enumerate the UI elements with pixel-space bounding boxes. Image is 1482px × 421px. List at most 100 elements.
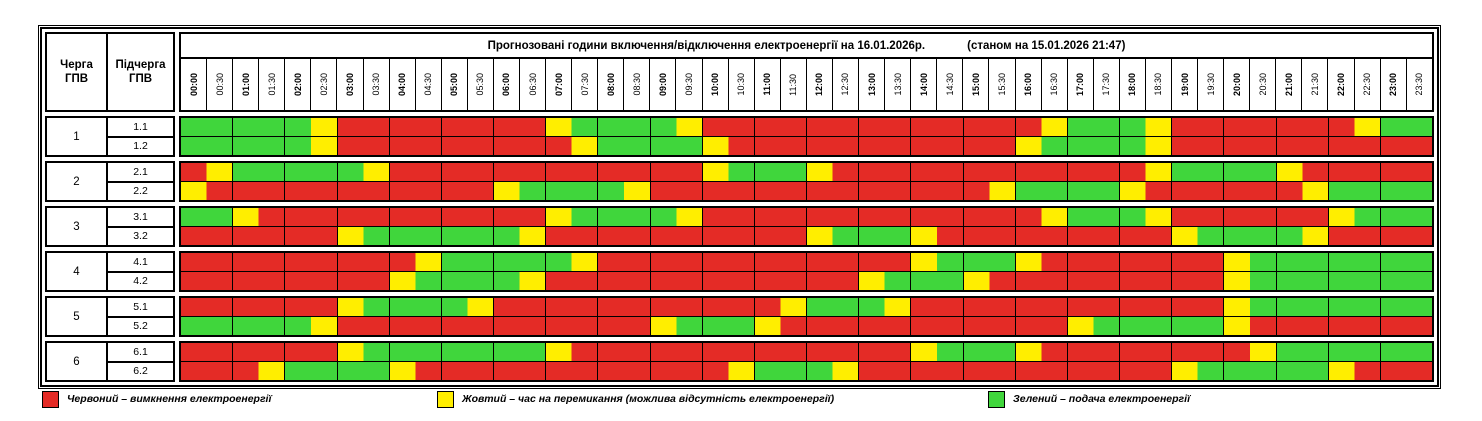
time-label-cell: 11:30 [779, 59, 806, 110]
time-label-cell: 18:30 [1144, 59, 1171, 110]
time-label-cell: 02:30 [310, 59, 336, 110]
time-label: 00:00 [188, 72, 199, 97]
band-grid [179, 116, 1434, 157]
subqueue-cell: 2.2 [108, 180, 173, 201]
subqueue-column: 5.1 5.2 [108, 298, 173, 335]
hour-cell [232, 253, 285, 271]
legend-item: Зелений – подача електроенергії [988, 390, 1190, 408]
hour-cell [597, 118, 650, 136]
hour-cell [1223, 362, 1276, 380]
hour-cell [232, 272, 285, 290]
hour-cell [1066, 163, 1120, 181]
legend-label: Зелений – подача електроенергії [1013, 393, 1190, 405]
time-label: 12:30 [840, 73, 851, 96]
hour-cell [545, 137, 598, 155]
hour-cell [284, 118, 337, 136]
time-label-cell: 07:00 [545, 59, 571, 110]
band-grid [179, 161, 1434, 202]
hour-cell [440, 208, 494, 226]
hour-cell [806, 298, 859, 316]
hour-cell [232, 298, 285, 316]
time-label-cell: 11:00 [753, 59, 780, 110]
hour-cell [597, 163, 650, 181]
time-label: 18:30 [1153, 73, 1164, 96]
band-label-box: 1 1.1 1.2 [45, 116, 175, 157]
hour-cell [649, 137, 702, 155]
time-label-cell: 08:30 [623, 59, 649, 110]
hour-cell [388, 343, 441, 361]
hour-cell [1327, 298, 1380, 316]
time-label: 20:30 [1257, 73, 1268, 96]
time-label: 09:00 [657, 72, 668, 97]
time-label-cell: 00:00 [181, 59, 206, 110]
hour-cell [1014, 118, 1067, 136]
hour-cell [806, 118, 859, 136]
hour-cell [1327, 137, 1380, 155]
hour-cell [962, 227, 1015, 245]
time-label-cell: 04:00 [388, 59, 415, 110]
hour-cell [181, 343, 233, 361]
time-label-cell: 06:00 [492, 59, 519, 110]
hour-cell [1014, 163, 1067, 181]
hour-cell [649, 182, 702, 200]
time-label-cell: 07:30 [571, 59, 597, 110]
hour-cell [1171, 317, 1224, 335]
hour-cell [858, 208, 911, 226]
hour-cell [284, 163, 337, 181]
hour-cell [962, 163, 1015, 181]
time-label: 20:00 [1231, 72, 1242, 97]
hour-cell [388, 253, 441, 271]
time-header-box: Прогнозовані години включення/відключенн… [179, 32, 1434, 112]
hour-cell [753, 118, 807, 136]
hour-cell [1066, 227, 1120, 245]
time-label-cell: 17:30 [1092, 59, 1119, 110]
time-label-cell: 14:00 [910, 59, 936, 110]
hour-cell [701, 163, 754, 181]
time-label: 03:30 [371, 73, 382, 96]
hour-cell [181, 182, 233, 200]
legend-swatch-Y [437, 390, 454, 408]
band-grid [179, 206, 1434, 247]
time-label-cell: 18:00 [1118, 59, 1145, 110]
hour-cell [181, 227, 233, 245]
time-label-cell: 20:00 [1223, 59, 1249, 110]
hour-cell [181, 253, 233, 271]
hour-cell [181, 137, 233, 155]
hour-cell [753, 182, 807, 200]
hour-cell [545, 272, 598, 290]
time-label: 06:00 [501, 72, 512, 97]
time-label: 11:30 [788, 73, 799, 96]
hour-cell [545, 182, 598, 200]
hour-cell [493, 137, 546, 155]
queue-cell: 3 [47, 208, 108, 245]
time-label-cell: 21:00 [1275, 59, 1301, 110]
hour-cell [1066, 343, 1120, 361]
subqueue-column: 2.1 2.2 [108, 163, 173, 200]
hour-cell [440, 163, 494, 181]
hour-cell [440, 137, 494, 155]
hour-cell [701, 362, 754, 380]
legend-swatch-G [988, 390, 1005, 408]
hour-cell [1066, 253, 1120, 271]
hour-cell [1119, 182, 1172, 200]
hour-cell [1171, 298, 1224, 316]
hour-cell [1327, 163, 1380, 181]
time-label: 17:00 [1075, 72, 1086, 97]
hour-cell [597, 343, 650, 361]
hour-cell [1275, 298, 1328, 316]
hour-cell [1119, 208, 1172, 226]
time-label: 15:00 [970, 72, 981, 97]
hour-cell [1379, 343, 1433, 361]
subqueue-cell: 5.2 [108, 315, 173, 336]
subqueue-cell: 5.1 [133, 300, 148, 313]
subqueue-cell: 4.1 [133, 255, 148, 268]
hour-cell [1014, 137, 1067, 155]
time-label: 08:00 [605, 72, 616, 97]
hour-cell [545, 362, 598, 380]
time-label-cell: 23:00 [1379, 59, 1406, 110]
hour-cell [1171, 163, 1224, 181]
hour-cell [1223, 343, 1276, 361]
time-label-cell: 19:30 [1197, 59, 1223, 110]
hour-cell [597, 298, 650, 316]
time-label: 23:00 [1388, 72, 1399, 97]
